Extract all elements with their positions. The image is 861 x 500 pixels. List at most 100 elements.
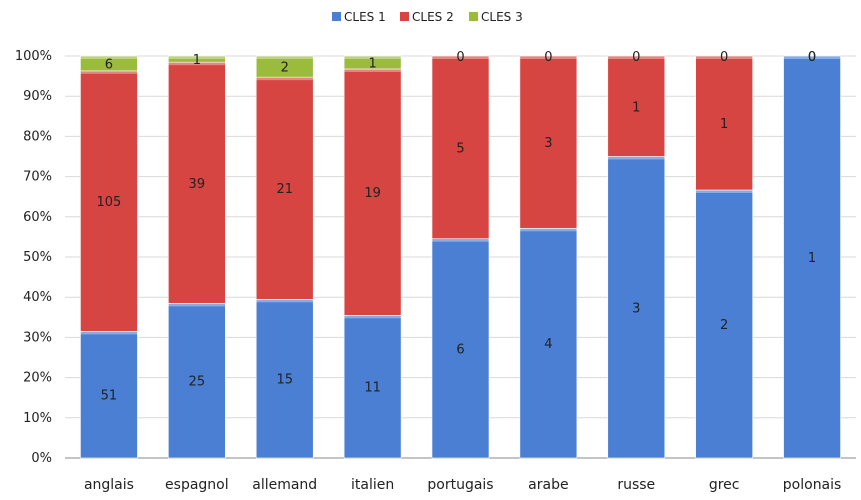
data-label: 0 [544, 50, 552, 65]
y-tick-label: 90% [23, 89, 52, 104]
bar-segment-highlight [256, 56, 314, 59]
data-label: 3 [632, 301, 640, 316]
bar-segment-highlight [344, 68, 402, 72]
data-label: 21 [276, 182, 293, 197]
bar-segment-highlight [432, 238, 489, 242]
y-tick-label: 0% [31, 451, 52, 466]
data-label: 5 [456, 141, 464, 156]
data-label: 2 [720, 318, 728, 333]
bar-segment-highlight [80, 331, 138, 335]
bar-segment-highlight [256, 77, 314, 81]
bar-segment-highlight [344, 56, 402, 59]
x-category-label: grec [709, 477, 740, 493]
data-label: 1 [808, 251, 816, 266]
y-tick-label: 70% [23, 170, 52, 185]
data-label: 1 [720, 117, 728, 132]
bar-segment-cles-1 [80, 331, 138, 459]
bar-segment-cles-2 [431, 55, 490, 240]
bar-segment-highlight [695, 190, 753, 193]
bar-segment-highlight [607, 156, 665, 160]
legend: CLES 1 CLES 2 CLES 3 [332, 10, 523, 24]
data-label: 0 [456, 50, 464, 65]
bar-segment-cles-1 [519, 227, 578, 459]
bar-segment-cles-3 [80, 55, 138, 72]
data-label: 51 [101, 389, 118, 404]
bar-segment-highlight [168, 56, 226, 59]
y-tick-label: 40% [23, 290, 52, 305]
y-tick-label: 100% [15, 49, 52, 64]
bar-segment-cles-1 [783, 55, 841, 459]
bar-segment-cles-2 [343, 68, 402, 316]
bar-segment-cles-3 [168, 55, 226, 63]
y-axis: 0% 10% 20% 30% 40% 50% 60% 70% 80% 90% 100% [15, 49, 52, 466]
bar-segment-highlight [519, 228, 577, 232]
y-tick-label: 10% [23, 411, 52, 426]
x-category-label: allemand [252, 477, 317, 493]
data-label: 0 [808, 50, 816, 65]
bar-segment-highlight [519, 56, 577, 59]
bar-segment-cles-1 [343, 315, 402, 459]
bar-segment-highlight [168, 303, 226, 307]
data-label: 19 [364, 186, 381, 201]
data-label: 6 [105, 57, 113, 72]
legend-swatch [332, 12, 341, 21]
data-label: 39 [189, 177, 206, 192]
legend-swatch [400, 12, 409, 21]
y-tick-label: 60% [23, 210, 52, 225]
bar-segment-highlight [256, 299, 314, 303]
x-category-label: anglais [84, 477, 134, 493]
x-axis: anglais espagnol allemand italien portugais a… [84, 477, 841, 493]
bar-segment-highlight [607, 56, 665, 59]
legend-label: CLES 2 [412, 10, 454, 24]
data-label: 0 [720, 50, 728, 65]
bar-segment-highlight [695, 56, 753, 59]
x-category-label: portugais [427, 477, 493, 493]
data-label: 11 [364, 381, 381, 396]
y-tick-label: 80% [23, 129, 52, 144]
bar-segment-cles-1 [168, 303, 226, 459]
data-label: 25 [189, 375, 206, 390]
bar-segment-highlight [168, 62, 226, 66]
bar-segment-cles-1 [431, 238, 490, 459]
bar-segment-cles-2 [695, 55, 753, 191]
x-category-label: polonais [783, 477, 842, 493]
x-category-label: arabe [528, 477, 568, 493]
data-label: 15 [276, 373, 293, 388]
data-label: 0 [632, 50, 640, 65]
x-category-label: espagnol [165, 477, 229, 493]
bar-segment-cles-3 [343, 55, 402, 70]
bar-segment-cles-2 [607, 55, 666, 157]
bar-segment-cles-2 [168, 61, 226, 304]
x-category-label: italien [351, 477, 394, 493]
legend-label: CLES 1 [344, 10, 386, 24]
y-tick-label: 30% [23, 330, 52, 345]
bar-segment-highlight [80, 56, 138, 59]
bar-segment-cles-1 [695, 189, 753, 459]
bar-segment-highlight [344, 315, 402, 319]
bar-segment-highlight [783, 56, 841, 59]
data-label: 3 [544, 136, 552, 151]
data-label: 2 [281, 61, 289, 76]
bar-segment-cles-1 [255, 299, 314, 459]
bar-segment-cles-2 [519, 55, 578, 229]
bar-segment-highlight [432, 56, 489, 59]
legend-swatch [469, 12, 478, 21]
x-category-label: russe [617, 477, 655, 493]
data-label: 1 [193, 53, 201, 68]
legend-label: CLES 3 [481, 10, 523, 24]
data-label: 105 [97, 195, 122, 210]
bar-segment-cles-2 [255, 76, 314, 300]
y-tick-label: 50% [23, 250, 52, 265]
data-label: 0 [808, 50, 816, 65]
bar-segment-cles-1 [607, 156, 666, 459]
bar-segment-highlight [80, 70, 138, 74]
y-tick-label: 20% [23, 371, 52, 386]
data-label: 4 [544, 337, 552, 352]
bar-segment-cles-3 [255, 55, 314, 78]
bar-segment-cles-2 [80, 70, 138, 332]
data-label: 6 [456, 342, 464, 357]
data-label: 1 [368, 56, 376, 71]
